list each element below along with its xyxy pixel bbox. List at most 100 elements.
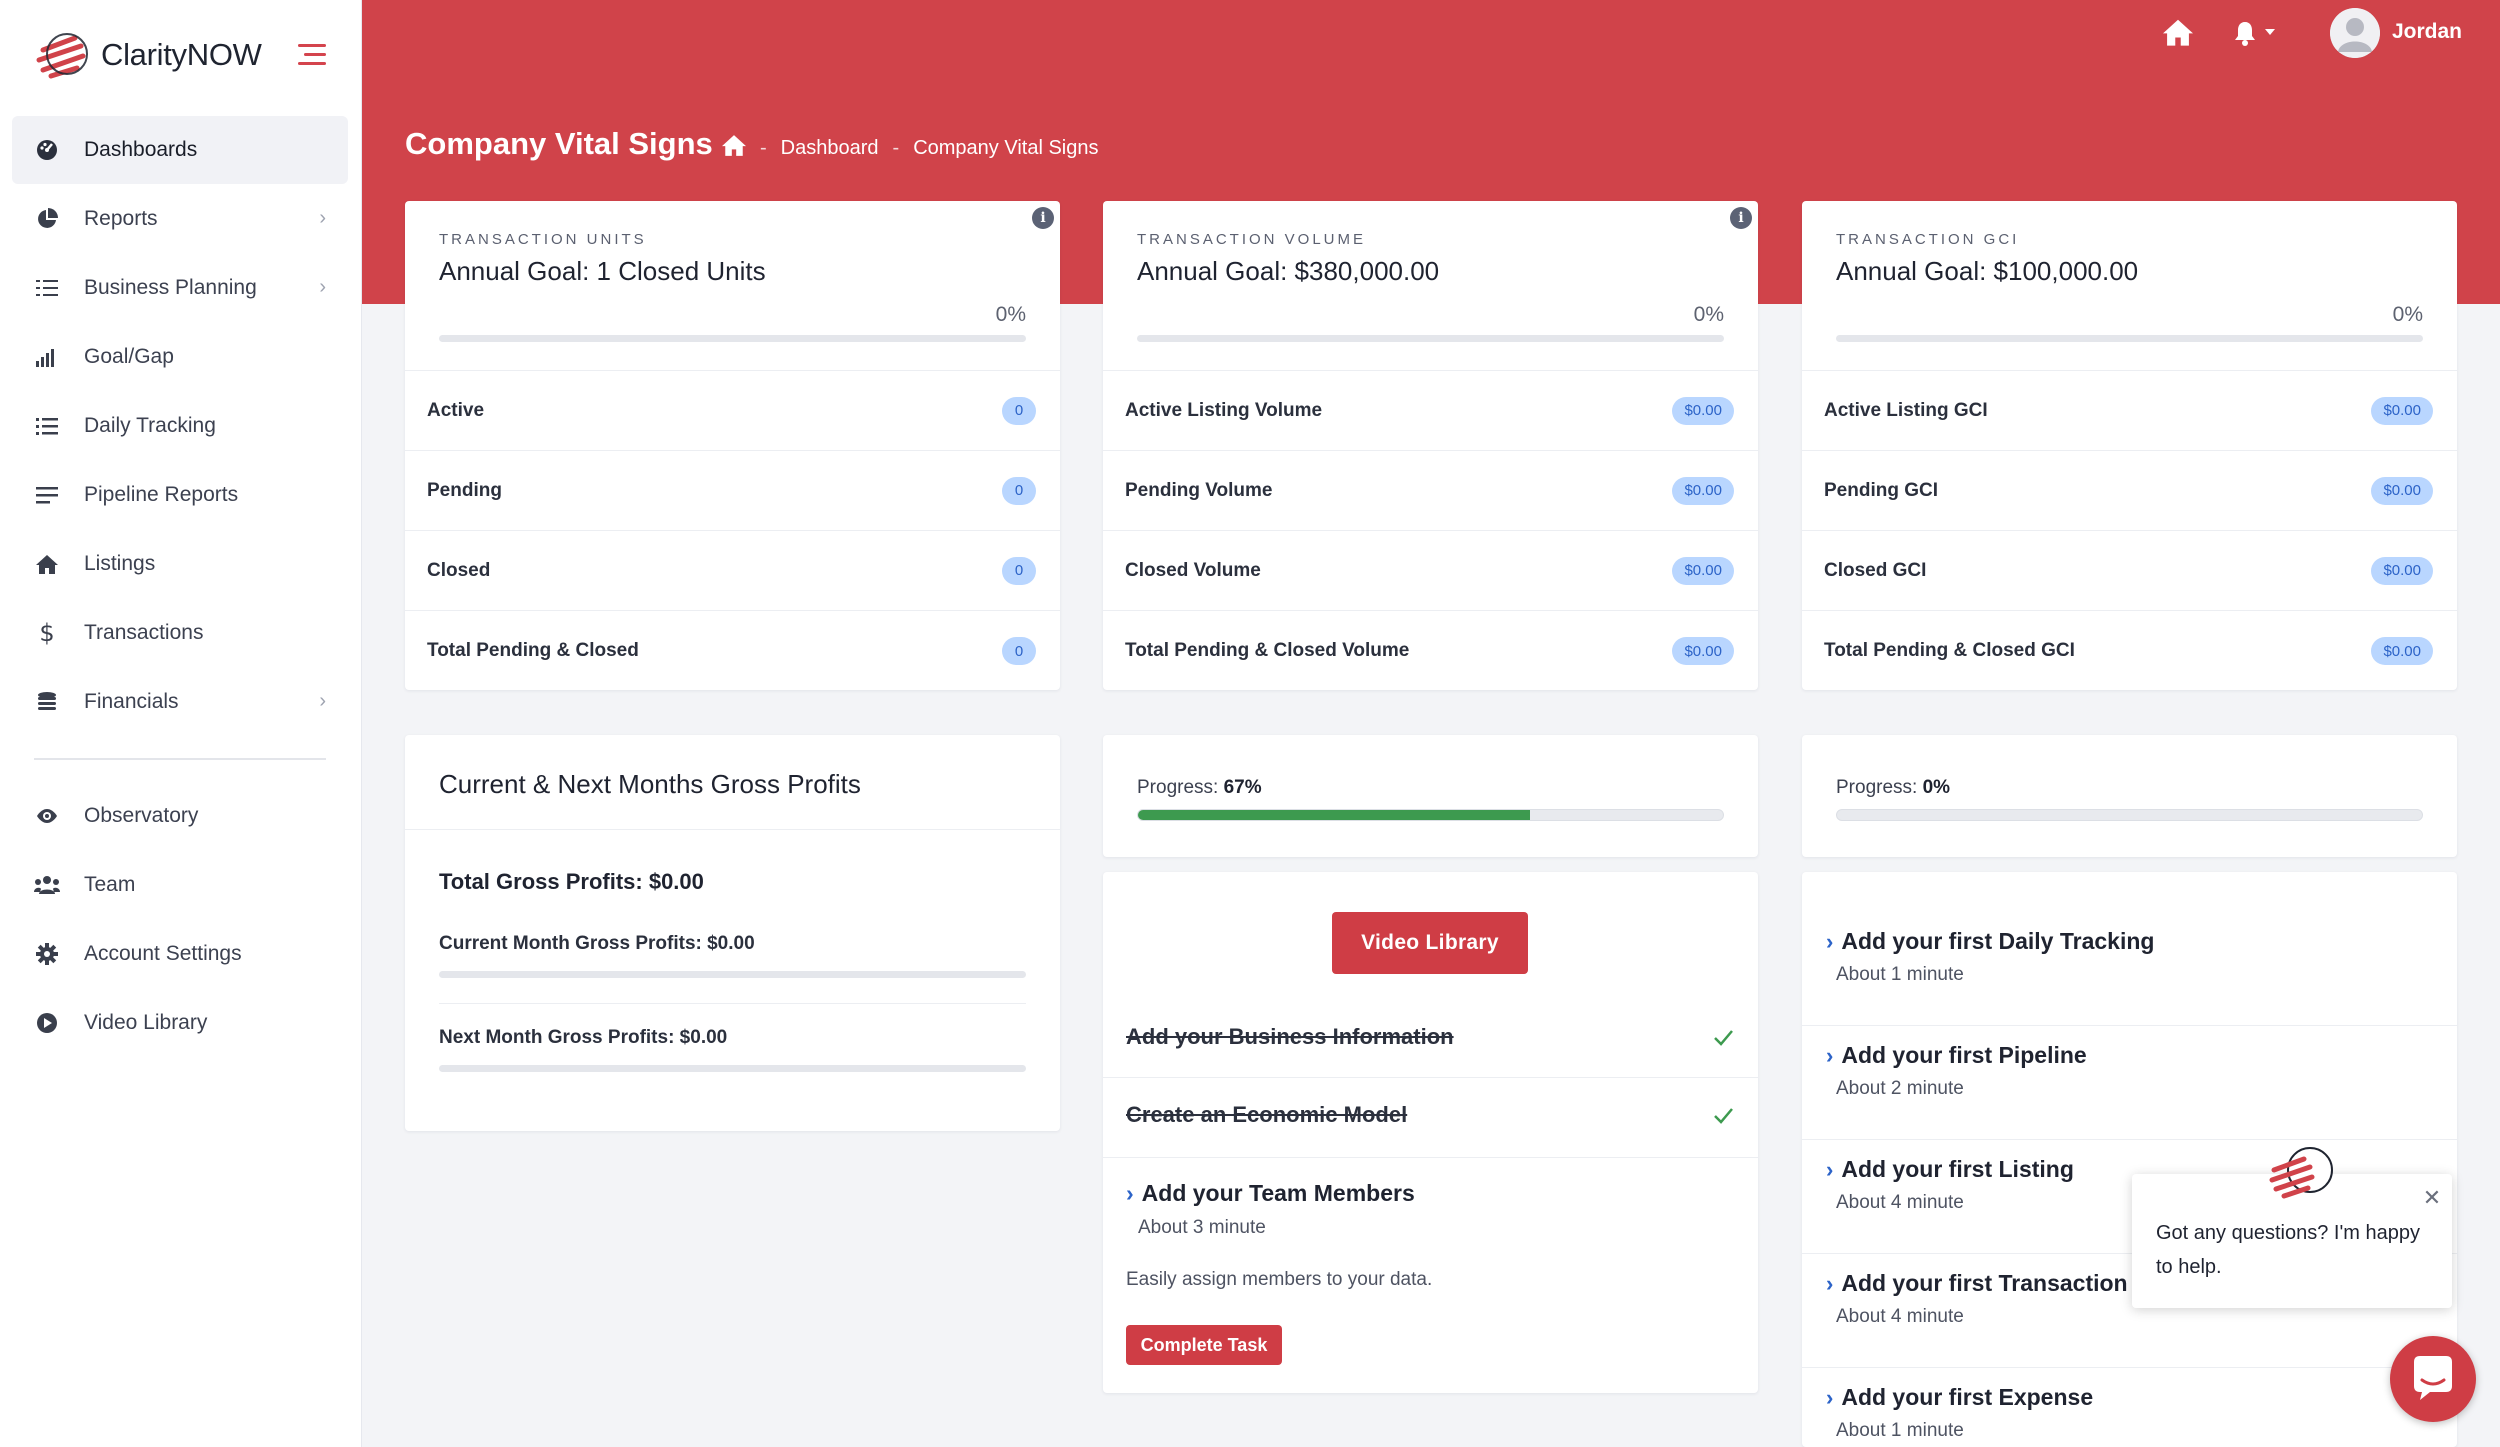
kpi-row: Total Pending & Closed 0: [405, 611, 1060, 691]
onboarding-duration: About 1 minute: [1836, 1420, 1964, 1441]
kpi-row-badge: $0.00: [2371, 556, 2433, 585]
onboarding-item[interactable]: › Add your first Pipeline About 2 minute: [1802, 1026, 2458, 1140]
sidebar-item-reports[interactable]: Reports ›: [12, 185, 348, 253]
check-icon: [1714, 1030, 1733, 1046]
sidebar-item-label: Transactions: [84, 621, 204, 644]
info-icon[interactable]: i: [1032, 207, 1054, 229]
video-library-button[interactable]: Video Library: [1332, 912, 1528, 974]
sidebar-item-dashboards[interactable]: Dashboards: [12, 116, 348, 184]
chevron-right-icon: ›: [319, 276, 326, 298]
onboarding-progress-card: Progress: 0%: [1802, 735, 2457, 857]
notifications-bell-icon[interactable]: [2233, 18, 2283, 48]
kpi-row: Closed 0: [405, 531, 1060, 611]
chat-popup[interactable]: ✕ Got any questions? I'm happy to help.: [2132, 1174, 2452, 1308]
kpi-row: Closed Volume $0.00: [1103, 531, 1758, 611]
sidebar-item-label: Account Settings: [84, 942, 242, 965]
chevron-right-icon: ›: [1826, 1042, 1834, 1068]
sidebar-item-label: Financials: [84, 690, 179, 713]
onboarding-item[interactable]: › Add your first Daily Tracking About 1 m…: [1802, 912, 2458, 1026]
sidebar-nav: Dashboards Reports › Business Planning ›…: [12, 116, 348, 1058]
kpi-row-badge: $0.00: [1672, 476, 1734, 505]
onboarding-duration: About 1 minute: [1836, 964, 1964, 985]
kpi-row-badge: $0.00: [2371, 637, 2433, 665]
kpi-card-gci: TRANSACTION GCI Annual Goal: $100,000.00…: [1802, 201, 2457, 690]
kpi-caption: TRANSACTION VOLUME: [1137, 231, 1367, 248]
sidebar-item-label: Reports: [84, 207, 158, 230]
sidebar-item-daily-tracking[interactable]: Daily Tracking: [12, 392, 348, 460]
breadcrumb: - Dashboard - Company Vital Signs: [722, 134, 1098, 162]
breadcrumb-separator: -: [760, 136, 767, 159]
home-icon[interactable]: [2163, 18, 2193, 48]
kpi-row-label: Closed Volume: [1125, 559, 1261, 581]
sidebar-item-video-library[interactable]: Video Library: [12, 989, 348, 1057]
onboarding-duration: About 4 minute: [1836, 1192, 1964, 1213]
close-icon[interactable]: ✕: [2422, 1185, 2442, 1210]
kpi-card-volume: i TRANSACTION VOLUME Annual Goal: $380,0…: [1103, 201, 1758, 690]
kpi-row: Pending GCI $0.00: [1802, 451, 2457, 531]
sidebar-item-label: Goal/Gap: [84, 345, 174, 368]
onboarding-item[interactable]: › Add your first Transaction About 4 minu…: [1802, 1254, 2458, 1368]
sidebar-item-transactions[interactable]: $ Transactions: [12, 599, 348, 667]
sidebar-item-business-planning[interactable]: Business Planning ›: [12, 254, 348, 322]
sidebar-item-observatory[interactable]: Observatory: [12, 782, 348, 850]
progress-bar: [1836, 809, 2423, 821]
kpi-row-badge: 0: [1002, 556, 1036, 585]
pie-chart-icon: [34, 206, 60, 232]
onboarding-title: Add your first Daily Tracking: [1841, 928, 2155, 954]
user-name[interactable]: Jordan: [2392, 20, 2463, 43]
task-description: Easily assign members to your data.: [1126, 1269, 1433, 1290]
onboarding-item[interactable]: › Add your first Expense About 1 minute: [1802, 1368, 2458, 1447]
task-title: Add your Business Information: [1126, 1024, 1454, 1049]
kpi-row-label: Active: [427, 399, 485, 421]
onboarding-title: Add your first Transaction: [1841, 1270, 2128, 1296]
sidebar-item-pipeline-reports[interactable]: Pipeline Reports: [12, 461, 348, 529]
kpi-progress-bar: [439, 335, 1026, 342]
chevron-right-icon: ›: [1826, 928, 1834, 954]
eye-icon: [34, 803, 60, 829]
kpi-row: Active Listing Volume $0.00: [1103, 371, 1758, 451]
sidebar-item-listings[interactable]: Listings: [12, 530, 348, 598]
kpi-goal: Annual Goal: $100,000.00: [1836, 256, 2139, 286]
breadcrumb-separator: -: [892, 136, 900, 159]
tasks-progress-card: Progress: 67%: [1103, 735, 1758, 857]
info-icon[interactable]: i: [1730, 207, 1752, 229]
kpi-row-label: Active Listing GCI: [1824, 399, 1988, 421]
users-icon: [34, 872, 60, 898]
divider: [439, 1003, 1026, 1004]
sidebar-item-goal-gap[interactable]: Goal/Gap: [12, 323, 348, 391]
gross-profits-card: Current & Next Months Gross Profits Tota…: [405, 735, 1060, 1131]
kpi-row-label: Total Pending & Closed Volume: [1125, 640, 1410, 661]
breadcrumb-dashboard-link[interactable]: Dashboard: [780, 136, 879, 159]
chat-launcher-button[interactable]: [2390, 1336, 2476, 1422]
progress-value: 67%: [1223, 777, 1262, 798]
sidebar-item-label: Daily Tracking: [84, 414, 216, 437]
sidebar-item-team[interactable]: Team: [12, 851, 348, 919]
progress-fill: [1138, 810, 1530, 820]
onboarding-item[interactable]: › Add your first Listing About 4 minute: [1802, 1140, 2458, 1254]
sidebar-item-account-settings[interactable]: Account Settings: [12, 920, 348, 988]
logo-text: ClarityNOW: [101, 37, 262, 72]
task-item-done[interactable]: Create an Economic Model: [1102, 1078, 1758, 1158]
sidebar-item-label: Dashboards: [84, 138, 198, 161]
kpi-row-label: Closed: [427, 559, 491, 581]
kpi-percent: 0%: [1693, 303, 1724, 326]
kpi-goal: Annual Goal: $380,000.00: [1137, 256, 1440, 286]
logo-icon: [36, 33, 88, 79]
lines-icon: [34, 482, 60, 508]
complete-task-button[interactable]: Complete Task: [1126, 1325, 1282, 1365]
breadcrumb-home-icon[interactable]: [722, 134, 746, 162]
sidebar-item-label: Listings: [84, 552, 156, 575]
avatar[interactable]: [2330, 8, 2380, 58]
logo[interactable]: ClarityNOW: [35, 30, 262, 80]
chat-bubble-icon: [2414, 1356, 2452, 1400]
kpi-row-label: Total Pending & Closed: [427, 640, 639, 661]
sidebar-item-financials[interactable]: Financials ›: [12, 668, 348, 736]
kpi-row-badge: 0: [1002, 476, 1036, 505]
kpi-row: Total Pending & Closed Volume $0.00: [1103, 611, 1758, 691]
task-item-open[interactable]: › Add your Team Members About 3 minute Ea…: [1126, 1180, 1432, 1291]
onboarding-card: [1802, 872, 2457, 1447]
kpi-caption: TRANSACTION GCI: [1836, 231, 2020, 248]
task-item-done[interactable]: Add your Business Information: [1102, 1012, 1758, 1078]
sidebar-item-label: Pipeline Reports: [84, 483, 239, 506]
menu-toggle-icon[interactable]: [298, 44, 326, 66]
